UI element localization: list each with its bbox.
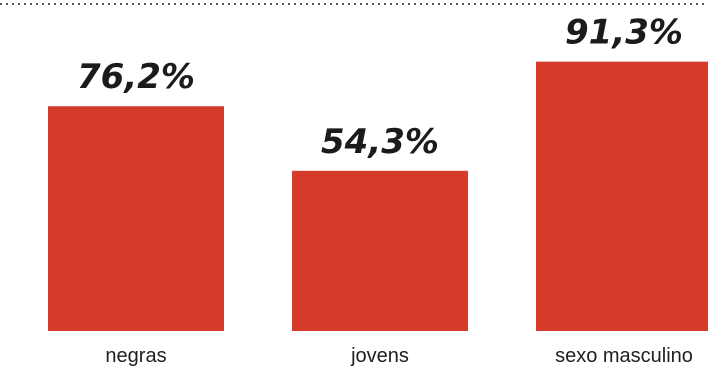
value-label-2: 91,3% (565, 13, 683, 53)
category-label-2: sexo masculino (555, 345, 693, 367)
value-label-0: 76,2% (77, 57, 195, 97)
bars-group (48, 61, 708, 332)
category-label-1: jovens (350, 345, 409, 367)
value-labels-group: 76,2% 54,3% 91,3% (77, 13, 683, 162)
category-labels-group: negras jovens sexo masculino (105, 345, 693, 367)
category-label-0: negras (105, 345, 166, 367)
value-label-1: 54,3% (321, 122, 439, 162)
bar-2 (536, 61, 708, 331)
bar-1 (292, 170, 468, 331)
bar-0 (48, 106, 224, 332)
